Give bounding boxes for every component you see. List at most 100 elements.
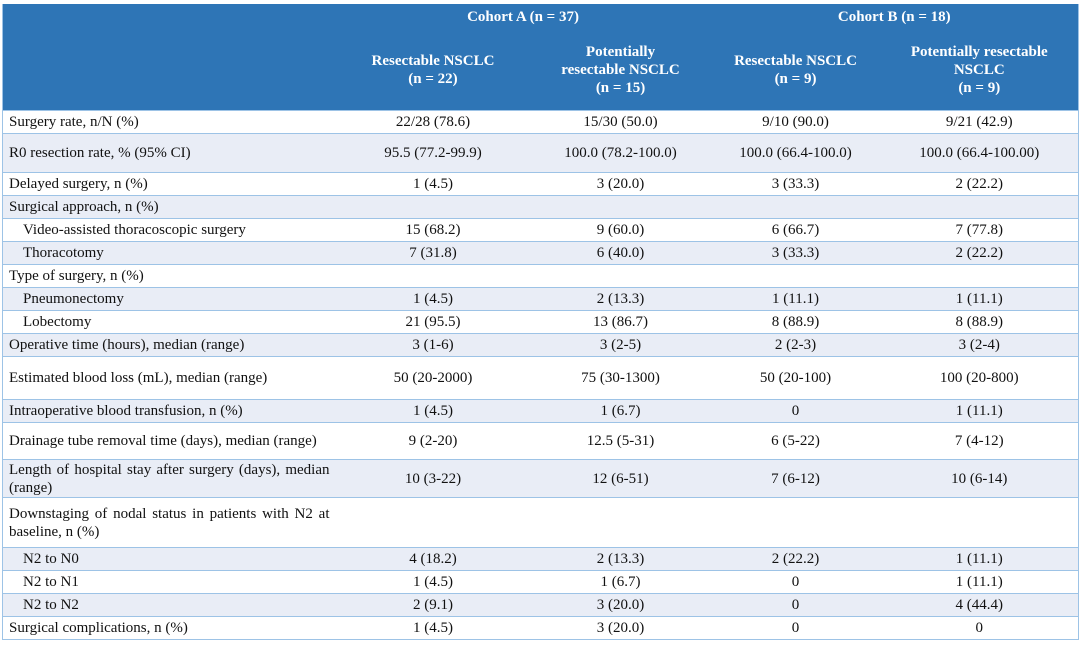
cell-value: 1 (4.5): [335, 287, 531, 311]
row-label: Video-assisted thoracoscopic surgery: [2, 218, 336, 242]
row-label: Surgical complications, n (%): [2, 616, 336, 640]
cell-value: 21 (95.5): [335, 310, 531, 334]
cell-value: 12 (6-51): [530, 459, 711, 498]
header-row-subgroups: Resectable NSCLC (n = 22) Potentially resec…: [3, 30, 1079, 111]
cell-value: 7 (6-12): [710, 459, 881, 498]
table-row: Intraoperative blood transfusion, n (%) 1…: [2, 399, 1079, 423]
row-label: Delayed surgery, n (%): [2, 172, 336, 196]
cell-value: 0: [880, 616, 1079, 640]
cell-value: 1 (11.1): [880, 399, 1079, 423]
cell-value: 2 (22.2): [880, 172, 1079, 196]
row-label: Pneumonectomy: [2, 287, 336, 311]
cell-value: 1 (4.5): [335, 399, 531, 423]
cell-value: 15 (68.2): [335, 218, 531, 242]
cell-value: 1 (6.7): [530, 399, 711, 423]
cell-value: [710, 195, 881, 219]
row-label: N2 to N0: [2, 547, 336, 571]
cell-value: 7 (77.8): [880, 218, 1079, 242]
cell-value: 12.5 (5-31): [530, 422, 711, 460]
header-subgroup-line: Resectable NSCLC: [371, 53, 495, 69]
cell-value: [880, 195, 1079, 219]
cell-value: 6 (40.0): [530, 241, 711, 265]
cell-value: 3 (33.3): [710, 172, 881, 196]
header-subgroup: Potentially resectable NSCLC (n = 9): [880, 30, 1079, 111]
cell-value: 100.0 (66.4-100.00): [880, 133, 1079, 173]
row-label: Surgical approach, n (%): [2, 195, 336, 219]
cell-value: 1 (4.5): [335, 172, 531, 196]
header-row-cohorts: Cohort A (n = 37) Cohort B (n = 18): [2, 4, 1079, 111]
cell-value: 22/28 (78.6): [335, 110, 531, 134]
cell-value: 1 (4.5): [335, 616, 531, 640]
table-row: Operative time (hours), median (range) 3 …: [2, 333, 1079, 357]
table-row: Lobectomy 21 (95.5) 13 (86.7) 8 (88.9) 8 (88…: [2, 310, 1079, 334]
header-subgroup-line: (n = 9): [958, 80, 1001, 96]
cell-value: 1 (6.7): [530, 570, 711, 594]
cell-value: 9/21 (42.9): [880, 110, 1079, 134]
cell-value: 2 (9.1): [335, 593, 531, 617]
cell-value: 6 (66.7): [710, 218, 881, 242]
table-row: Surgery rate, n/N (%) 22/28 (78.6) 15/30 (…: [2, 110, 1079, 134]
row-label: Downstaging of nodal status in patients …: [2, 497, 336, 548]
table-row: Drainage tube removal time (days), media…: [2, 422, 1079, 460]
cell-value: 50 (20-100): [710, 356, 881, 400]
table-row: Video-assisted thoracoscopic surgery 15 (…: [2, 218, 1079, 242]
cell-value: 0: [710, 399, 881, 423]
cell-value: [530, 497, 711, 548]
cell-value: 100.0 (78.2-100.0): [530, 133, 711, 173]
row-label: Lobectomy: [2, 310, 336, 334]
cell-value: [530, 264, 711, 288]
cell-value: 0: [710, 570, 881, 594]
cell-value: 2 (13.3): [530, 547, 711, 571]
cell-value: 1 (11.1): [880, 287, 1079, 311]
header-subgroup: Potentially resectable NSCLC (n = 15): [530, 30, 711, 111]
row-label: Drainage tube removal time (days), media…: [2, 422, 336, 460]
table-row: Type of surgery, n (%): [2, 264, 1079, 288]
cell-value: 3 (20.0): [530, 172, 711, 196]
row-label: Type of surgery, n (%): [2, 264, 336, 288]
cell-value: 75 (30-1300): [530, 356, 711, 400]
table-row: Surgical approach, n (%): [2, 195, 1079, 219]
cell-value: 9 (60.0): [530, 218, 711, 242]
table-row: R0 resection rate, % (95% CI) 95.5 (77.2-…: [2, 133, 1079, 173]
cell-value: [335, 497, 531, 548]
table-row: Estimated blood loss (mL), median (range…: [2, 356, 1079, 400]
cell-value: 95.5 (77.2-99.9): [335, 133, 531, 173]
table-row: Thoracotomy 7 (31.8) 6 (40.0) 3 (33.3) 2 (22…: [2, 241, 1079, 265]
row-label: N2 to N2: [2, 593, 336, 617]
cell-value: [530, 195, 711, 219]
cell-value: 10 (6-14): [880, 459, 1079, 498]
header-subgroup-line: (n = 22): [408, 71, 458, 87]
table-body: Surgery rate, n/N (%) 22/28 (78.6) 15/30 (…: [2, 110, 1079, 640]
table-row: N2 to N1 1 (4.5) 1 (6.7) 0 1 (11.1): [2, 570, 1079, 594]
cell-value: 3 (1-6): [335, 333, 531, 357]
cell-value: 3 (2-5): [530, 333, 711, 357]
header-subgroup-line: NSCLC: [953, 62, 1005, 78]
cell-value: 2 (22.2): [710, 547, 881, 571]
cell-value: 0: [710, 616, 881, 640]
cell-value: 1 (11.1): [880, 547, 1079, 571]
cell-value: 3 (20.0): [530, 616, 711, 640]
cell-value: [335, 195, 531, 219]
row-label: Length of hospital stay after surgery (d…: [2, 459, 336, 498]
cell-value: 4 (44.4): [880, 593, 1079, 617]
cell-value: 1 (11.1): [710, 287, 881, 311]
table-row: Delayed surgery, n (%) 1 (4.5) 3 (20.0) 3 (…: [2, 172, 1079, 196]
header-subgroup-line: resectable NSCLC: [561, 62, 680, 78]
table-row: Downstaging of nodal status in patients …: [2, 497, 1079, 548]
header-blank: [2, 4, 336, 111]
row-label: Operative time (hours), median (range): [2, 333, 336, 357]
cell-value: 10 (3-22): [335, 459, 531, 498]
header-subgroup-line: (n = 9): [774, 71, 817, 87]
header-subgroup-line: Resectable NSCLC: [734, 53, 857, 69]
surgery-outcomes-table: Cohort A (n = 37) Cohort B (n = 18) Rese…: [2, 4, 1080, 640]
header-subgroup-line: Potentially: [585, 44, 656, 60]
cell-value: 9 (2-20): [335, 422, 531, 460]
row-label: Intraoperative blood transfusion, n (%): [2, 399, 336, 423]
header-subgroup-line: (n = 15): [595, 80, 646, 96]
cell-value: 2 (2-3): [710, 333, 881, 357]
table-row: Length of hospital stay after surgery (d…: [2, 459, 1079, 498]
cell-value: 3 (20.0): [530, 593, 711, 617]
cell-value: [880, 497, 1079, 548]
header-subgroup: Resectable NSCLC (n = 22): [335, 30, 531, 111]
cell-value: 100 (20-800): [880, 356, 1079, 400]
